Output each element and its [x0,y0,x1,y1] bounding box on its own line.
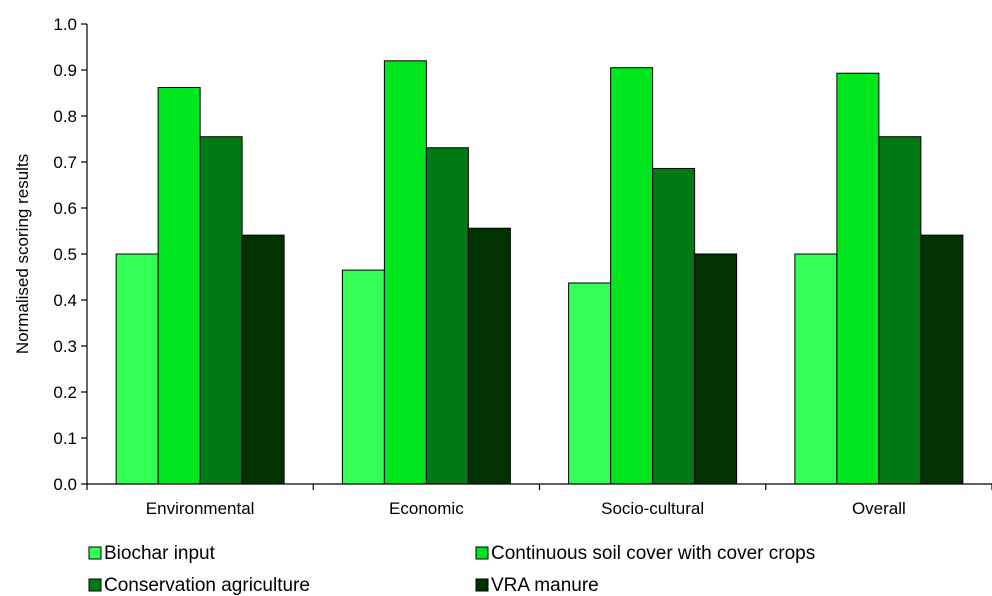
x-tick-label: Socio-cultural [601,499,704,518]
legend-swatch [475,546,489,560]
x-axis: Environmental Economic Socio-cultural Overa… [86,483,992,518]
legend-swatch [88,546,102,560]
bar [878,136,922,485]
bar [920,234,964,485]
y-tick-label: 1.0 [53,15,77,34]
x-tick-label: Overall [852,499,906,518]
legend-label: Biochar input [104,543,216,564]
legend-swatch [475,578,489,592]
y-axis-label: Normalised scoring results [13,154,32,354]
bar [694,253,738,485]
legend-swatch [88,578,102,592]
x-tick-label: Environmental [146,499,255,518]
legend-label: Continuous soil cover with cover crops [491,543,815,564]
bar [610,67,654,485]
y-tick-label: 0.4 [53,291,77,310]
legend: Biochar input Continuous soil cover with … [88,543,815,596]
y-tick-label: 0.7 [53,153,77,172]
y-tick-label: 0.5 [53,245,77,264]
x-tick-label: Economic [389,499,464,518]
legend-label: VRA manure [491,575,599,596]
bar [568,282,612,485]
bar [652,167,696,485]
bars [115,60,964,485]
bar [836,72,880,485]
y-tick-label: 0.0 [53,475,77,494]
bar [467,227,511,485]
y-tick-label: 0.1 [53,429,77,448]
bar [425,147,469,485]
y-tick-label: 0.6 [53,199,77,218]
bar [794,253,838,485]
legend-label: Conservation agriculture [104,575,310,596]
bar [199,136,243,485]
bar [341,269,385,485]
bar [115,253,159,485]
bar [241,234,285,485]
y-tick-label: 0.9 [53,61,77,80]
bar [383,60,427,485]
bar [157,86,201,485]
y-tick-label: 0.2 [53,383,77,402]
y-tick-label: 0.3 [53,337,77,356]
y-axis: 0.0 0.1 0.2 0.3 0.4 0.5 0.6 0.7 0.8 0.9 1.0 [53,15,88,494]
y-tick-label: 0.8 [53,107,77,126]
